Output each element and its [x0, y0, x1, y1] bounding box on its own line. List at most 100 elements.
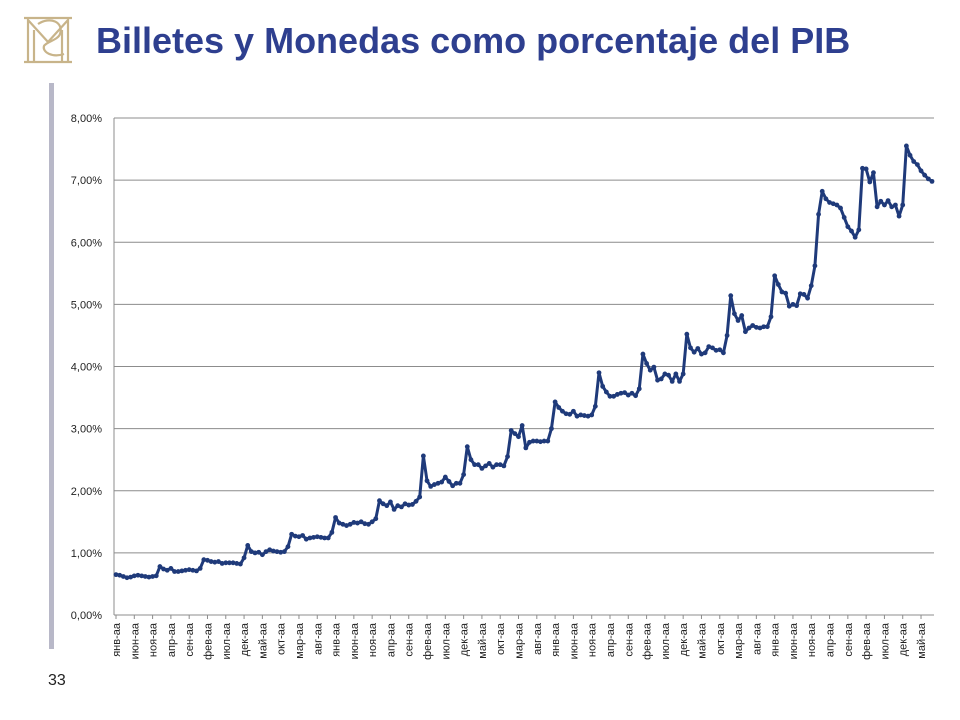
data-point	[768, 314, 774, 320]
x-tick-label: сен-аа	[404, 622, 416, 656]
data-point	[856, 227, 862, 233]
data-point	[292, 533, 298, 539]
data-point	[208, 559, 214, 564]
data-point	[486, 461, 492, 466]
data-point	[640, 351, 646, 357]
x-tick-label: дек-аа	[678, 622, 690, 656]
banco-de-espana-logo	[24, 16, 72, 64]
data-point	[918, 168, 924, 174]
x-tick-label: авг-аа	[532, 622, 544, 655]
data-point	[614, 392, 620, 397]
data-point	[677, 379, 682, 384]
data-point	[241, 555, 247, 561]
data-point	[556, 405, 562, 410]
data-point	[325, 535, 331, 541]
data-point	[625, 392, 631, 398]
x-tick-label: июн-аа	[788, 622, 800, 659]
data-point	[274, 549, 280, 555]
data-point	[322, 535, 327, 541]
data-point	[592, 403, 598, 409]
data-point	[596, 370, 602, 376]
data-point	[823, 196, 829, 202]
x-tick-label: янв-аа	[111, 622, 123, 657]
data-point	[194, 568, 199, 574]
x-tick-label: июл-аа	[221, 622, 233, 659]
data-point	[929, 178, 935, 184]
x-tick-label: ноя-аа	[148, 622, 160, 657]
data-point	[369, 519, 375, 525]
data-point	[790, 301, 796, 307]
data-point	[530, 438, 536, 444]
data-point	[497, 462, 503, 468]
data-point	[732, 311, 737, 317]
data-point	[124, 575, 130, 581]
x-tick-label: янв-аа	[331, 622, 343, 657]
data-point	[911, 159, 917, 164]
data-point	[219, 561, 225, 566]
data-point	[285, 544, 291, 550]
x-tick-label: дек-аа	[459, 622, 471, 656]
data-point	[860, 165, 865, 171]
x-tick-label: май-аа	[916, 622, 928, 659]
data-point	[417, 494, 423, 500]
data-point	[263, 549, 269, 555]
data-point	[753, 324, 759, 330]
data-point	[388, 499, 393, 505]
page-title: Billetes y Monedas como porcentaje del P…	[96, 20, 851, 61]
data-point	[702, 350, 708, 356]
data-point	[574, 413, 580, 419]
data-point	[238, 561, 243, 567]
data-point	[150, 574, 155, 579]
data-point	[849, 228, 854, 234]
data-point	[428, 484, 434, 489]
data-point	[420, 453, 426, 459]
data-point	[871, 170, 876, 176]
data-point	[377, 498, 382, 504]
data-point	[600, 383, 606, 389]
data-point	[830, 201, 836, 207]
series-line	[115, 144, 933, 580]
data-point	[314, 534, 320, 540]
data-point	[914, 162, 920, 167]
data-point	[128, 574, 134, 580]
data-point	[907, 152, 913, 158]
data-point	[893, 202, 898, 208]
data-point	[501, 463, 507, 469]
y-tick-label: 5,00%	[71, 299, 102, 311]
data-point	[922, 172, 928, 178]
data-point	[680, 371, 686, 377]
data-point	[300, 533, 306, 538]
data-point	[479, 465, 485, 471]
data-point	[603, 389, 609, 395]
data-point	[472, 462, 478, 468]
data-point	[684, 331, 690, 337]
x-tick-label: фев-аа	[202, 622, 214, 660]
data-point	[633, 393, 639, 399]
x-tick-label: ноя-аа	[587, 622, 599, 657]
data-point	[468, 457, 474, 463]
data-point	[512, 431, 518, 436]
x-tick-label: май-аа	[696, 622, 708, 659]
data-point	[457, 480, 463, 486]
data-point	[673, 371, 679, 377]
data-point	[406, 502, 412, 508]
x-tick-label: апр-аа	[825, 622, 837, 657]
data-point	[311, 534, 316, 540]
data-point	[172, 569, 177, 574]
data-point	[120, 574, 126, 579]
data-point	[267, 547, 273, 553]
data-point	[570, 408, 576, 414]
data-point	[808, 283, 814, 289]
data-point	[739, 313, 745, 318]
x-tick-label: мар-аа	[514, 622, 526, 659]
page-number: 33	[48, 672, 66, 689]
x-tick-label: июл-аа	[440, 622, 452, 659]
data-point	[179, 568, 185, 574]
data-point	[827, 200, 832, 205]
data-point	[750, 323, 756, 328]
data-point	[508, 428, 514, 433]
data-point	[461, 472, 467, 477]
data-point	[618, 390, 624, 396]
data-point	[717, 347, 723, 353]
y-axis-tick-labels: 0,00% 1,00% 2,00% 3,00% 4,00% 5,00% 6,00% 7,00%…	[71, 113, 102, 622]
